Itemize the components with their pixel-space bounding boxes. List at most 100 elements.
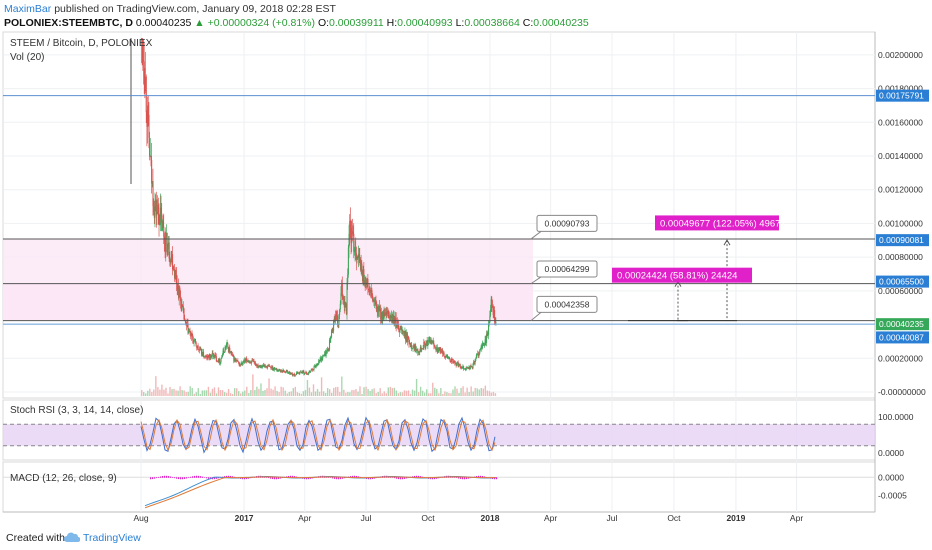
time-tick-label: Apr xyxy=(298,513,311,523)
candle-body xyxy=(483,344,486,346)
candle-body xyxy=(389,316,391,318)
macd-histogram-bar xyxy=(280,477,282,479)
volume-bar xyxy=(339,392,341,396)
macd-histogram-bar xyxy=(478,475,480,478)
volume-bar xyxy=(322,391,325,396)
macd-histogram-bar xyxy=(420,476,422,478)
candle-body xyxy=(154,206,156,218)
volume-bar xyxy=(452,389,454,396)
volume-bars xyxy=(141,374,497,396)
volume-bar xyxy=(484,385,487,396)
candle-body xyxy=(215,356,217,361)
candle-body xyxy=(300,371,302,373)
volume-bar xyxy=(314,391,317,396)
candle-body xyxy=(275,368,277,371)
main-pane-frame xyxy=(2,31,876,399)
candle-body xyxy=(353,251,356,253)
macd-histogram-bar xyxy=(156,477,158,479)
volume-bar xyxy=(179,386,181,396)
volume-bar xyxy=(320,377,323,396)
candle-body xyxy=(305,371,307,373)
macd-histogram-bar xyxy=(288,475,290,478)
candle-body xyxy=(286,370,288,372)
candle-body xyxy=(463,366,465,369)
candle-body xyxy=(319,359,321,362)
macd-histogram-bar xyxy=(392,477,394,478)
candle-body xyxy=(338,314,340,326)
candle-body xyxy=(429,339,431,344)
measure-label: 0.00049677 (122.05%) 49677 xyxy=(660,218,786,229)
candle-body xyxy=(266,366,268,369)
macd-histogram-bar xyxy=(196,475,198,478)
candle-body xyxy=(222,350,224,356)
volume-bar xyxy=(387,387,389,396)
candle-body xyxy=(467,368,469,370)
candle-body xyxy=(159,207,161,226)
candle-body xyxy=(491,298,493,307)
candle-body xyxy=(219,358,221,364)
volume-bar xyxy=(201,390,204,396)
macd-histogram-bar xyxy=(464,477,466,480)
volume-bar xyxy=(421,390,424,396)
volume-bar xyxy=(284,390,286,396)
candle-body xyxy=(381,312,383,320)
horizontal-levels[interactable]: 0.00090793 0.00064299 0.00042358 xyxy=(3,95,875,325)
volume-bar xyxy=(343,389,345,396)
macd-histogram-bar xyxy=(278,477,280,479)
candle-body xyxy=(169,260,172,264)
volume-bar xyxy=(225,392,228,396)
macd-histogram-bar xyxy=(482,476,484,478)
candle-body xyxy=(227,343,229,348)
candle-body xyxy=(252,360,254,362)
candle-body xyxy=(384,313,386,315)
candle-body xyxy=(230,351,232,353)
candle-body xyxy=(493,310,495,316)
candle-body xyxy=(419,351,421,353)
tradingview-link[interactable]: TradingView xyxy=(83,532,141,544)
candle-body xyxy=(304,372,306,374)
macd-histogram-bar xyxy=(434,477,436,480)
candle-body xyxy=(394,316,396,324)
volume-bar xyxy=(423,392,426,396)
volume-bar xyxy=(460,387,462,396)
candle-body xyxy=(254,361,256,363)
candle-body xyxy=(432,341,434,344)
stoch-rsi-plot xyxy=(3,416,875,454)
candle-body xyxy=(322,355,325,356)
price-candles xyxy=(130,38,497,377)
candle-body xyxy=(327,349,329,351)
candle-body xyxy=(488,322,490,324)
candle-body xyxy=(189,331,191,333)
author-link[interactable]: MaximBar xyxy=(4,3,52,15)
candle-body xyxy=(342,296,344,299)
price-tick-label: 0.00020000 xyxy=(878,353,923,363)
close-value: 0.00040235 xyxy=(533,17,589,29)
macd-histogram-bar xyxy=(202,476,204,478)
candle-body xyxy=(146,112,148,127)
candle-body xyxy=(248,361,250,362)
macd-histogram-bar xyxy=(342,477,344,479)
candle-body xyxy=(207,355,209,359)
candle-body xyxy=(415,345,417,352)
candle-body xyxy=(482,343,484,344)
macd-histogram-bar xyxy=(330,477,332,478)
candle-body xyxy=(405,330,407,341)
candle-body xyxy=(405,333,407,341)
volume-bar xyxy=(389,386,392,396)
candle-body xyxy=(200,348,203,355)
candle-body xyxy=(457,362,459,367)
macd-histogram-bar xyxy=(294,476,296,478)
candle-body xyxy=(352,232,354,234)
target-bands xyxy=(3,238,533,321)
volume-bar xyxy=(417,392,420,396)
candle-body xyxy=(477,353,479,356)
candle-body xyxy=(187,323,189,334)
candle-body xyxy=(469,366,471,370)
volume-bar xyxy=(308,387,311,396)
candle-body xyxy=(386,312,388,313)
candle-body xyxy=(269,366,271,368)
measure-tools[interactable]: 0.00049677 (122.05%) 49677 0.00024424 (58… xyxy=(612,215,786,322)
macd-histogram-bar xyxy=(160,476,162,478)
macd-histogram-bar xyxy=(244,477,246,480)
